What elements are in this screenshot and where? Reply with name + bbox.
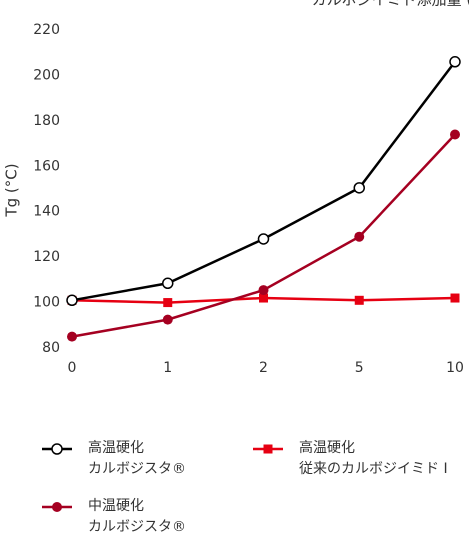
marker [450,129,460,140]
marker [163,298,173,308]
legend-label: 高温硬化 カルボジスタ® [88,440,186,477]
marker [354,231,365,242]
legend-key [253,444,283,454]
y-tick-label: 180 [33,113,60,129]
series-line [71,61,456,302]
x-tick-label: 10 [446,360,464,376]
y-tick-label: 160 [33,158,60,174]
x-tick-label: 1 [163,360,172,376]
marker [67,331,77,342]
y-tick-label: 220 [33,22,60,38]
marker [258,285,269,296]
y-tick-label: 120 [33,249,60,265]
marker [450,293,460,303]
y-tick-label: 100 [33,295,60,311]
x-axis-label: カルボジイミド添加量 (%) [312,0,469,9]
legend-label: 中温硬化 カルボジスタ® [88,498,186,535]
marker [259,293,268,303]
y-axis-label: Tg (°C) [3,163,21,217]
legend-marker [263,444,273,454]
marker [353,182,365,194]
legend-marker [52,502,62,512]
marker [66,294,78,307]
y-tick-label: 80 [42,340,60,356]
legend-key [42,443,72,455]
marker [162,314,173,325]
legend-marker [51,443,63,455]
y-tick-label: 140 [33,204,60,220]
marker [257,233,270,245]
x-tick-label: 5 [355,360,364,376]
legend-key [42,502,72,512]
y-tick-label: 200 [33,67,60,83]
marker [449,56,461,68]
marker [162,277,174,290]
legend-label: 高温硬化 従来のカルボジイミド I [299,440,448,477]
x-tick-label: 2 [259,360,268,376]
marker [354,295,364,305]
x-tick-label: 0 [68,360,77,376]
